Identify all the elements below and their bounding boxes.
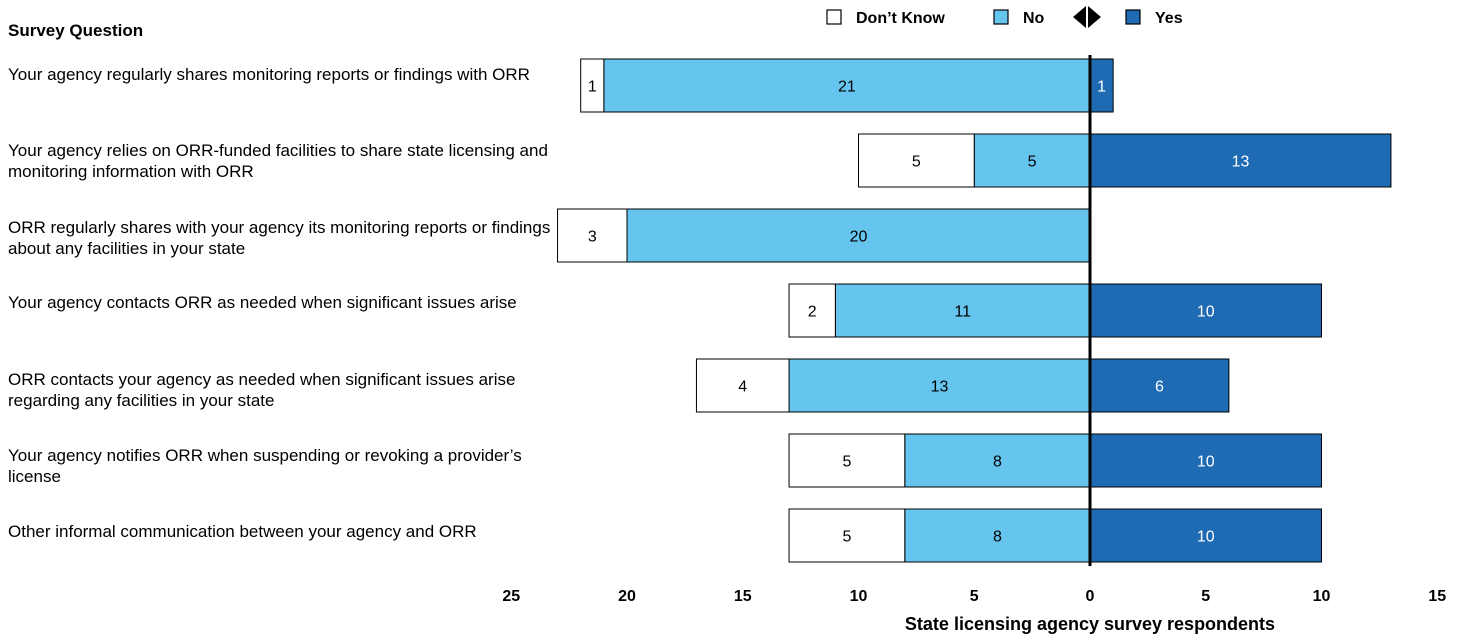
data-label-no: 8 (993, 529, 1002, 546)
bar-no (834, 283, 1091, 338)
question-label: ORR regularly shares with your agency it… (8, 218, 551, 258)
data-label-no: 8 (993, 454, 1002, 471)
bar-no (904, 433, 1091, 488)
data-label-no: 21 (838, 79, 856, 96)
x-tick-label: 25 (502, 588, 520, 605)
x-tick-label: 5 (970, 588, 979, 605)
x-tick-label: 10 (850, 588, 868, 605)
bar-dont-know (788, 283, 836, 338)
arrow-right-icon (1088, 6, 1101, 28)
legend-swatch-dont-know (826, 9, 842, 25)
bar-yes (1089, 133, 1392, 188)
question-label: Your agency contacts ORR as needed when … (8, 293, 517, 312)
question-label: ORR contacts your agency as needed when … (8, 370, 516, 410)
bar-yes (1089, 508, 1322, 563)
data-label-yes: 13 (1232, 154, 1250, 171)
bar-no (904, 508, 1091, 563)
data-label-dont-know: 1 (588, 79, 597, 96)
survey-question-header: Survey Question (8, 21, 144, 40)
x-tick-label: 0 (1086, 588, 1095, 605)
data-label-yes: 6 (1155, 379, 1164, 396)
x-tick-label: 5 (1201, 588, 1210, 605)
x-tick-label: 20 (618, 588, 636, 605)
legend-label-dont-know: Don’t Know (856, 10, 945, 27)
data-label-yes: 1 (1097, 79, 1106, 96)
x-tick-label: 15 (734, 588, 752, 605)
data-label-yes: 10 (1197, 304, 1215, 321)
data-label-dont-know: 5 (842, 529, 851, 546)
data-label-no: 11 (954, 304, 971, 321)
bar-dont-know (695, 358, 790, 413)
legend-label-yes: Yes (1155, 10, 1183, 27)
data-label-dont-know: 3 (588, 229, 597, 246)
x-tick-label: 15 (1428, 588, 1446, 605)
bar-no (603, 58, 1091, 113)
question-label: Your agency relies on ORR-funded facilit… (8, 141, 548, 181)
arrow-left-icon (1073, 6, 1086, 28)
x-axis-title: State licensing agency survey respondent… (905, 614, 1275, 634)
bar-dont-know (580, 58, 605, 113)
data-label-no: 13 (931, 379, 949, 396)
bar-yes (1089, 433, 1322, 488)
legend-label-no: No (1023, 10, 1045, 27)
bar-dont-know (557, 208, 628, 263)
question-label: Your agency notifies ORR when suspending… (8, 446, 522, 486)
bar-yes (1089, 283, 1322, 338)
x-tick-label: 10 (1313, 588, 1331, 605)
question-label: Other informal communication between you… (8, 522, 477, 541)
data-label-dont-know: 4 (738, 379, 747, 396)
bar-dont-know (788, 433, 906, 488)
question-label: Your agency regularly shares monitoring … (8, 65, 530, 84)
data-label-dont-know: 2 (808, 304, 817, 321)
bar-dont-know (858, 133, 975, 188)
data-label-yes: 10 (1197, 454, 1215, 471)
data-label-no: 20 (850, 229, 868, 246)
data-label-yes: 10 (1197, 529, 1215, 546)
data-label-dont-know: 5 (842, 454, 851, 471)
bar-dont-know (788, 508, 906, 563)
data-label-no: 5 (1028, 154, 1037, 171)
legend-swatch-yes (1125, 9, 1141, 25)
legend-swatch-no (993, 9, 1009, 25)
data-label-dont-know: 5 (912, 154, 921, 171)
